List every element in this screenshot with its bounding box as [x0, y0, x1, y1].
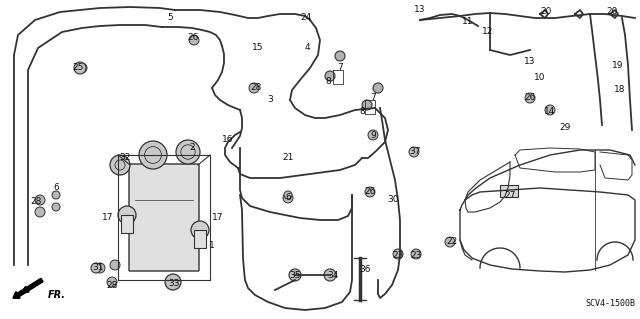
Circle shape [393, 249, 403, 259]
Text: 17: 17 [212, 213, 224, 222]
Text: 30: 30 [387, 196, 399, 204]
Text: 21: 21 [282, 153, 294, 162]
Circle shape [284, 191, 292, 199]
Text: 28: 28 [250, 84, 262, 93]
Text: 27: 27 [504, 190, 516, 199]
Circle shape [362, 100, 372, 110]
Text: 20: 20 [540, 8, 552, 17]
Circle shape [110, 155, 130, 175]
Text: 14: 14 [544, 108, 556, 116]
Text: 28: 28 [30, 197, 42, 206]
Circle shape [445, 237, 455, 247]
Text: 26: 26 [524, 93, 536, 102]
Text: 10: 10 [534, 73, 546, 83]
Text: 26: 26 [364, 188, 376, 197]
Text: 18: 18 [614, 85, 626, 94]
Circle shape [107, 277, 117, 287]
Text: 7: 7 [337, 63, 343, 72]
Text: 6: 6 [285, 194, 291, 203]
Text: 28: 28 [106, 280, 118, 290]
FancyBboxPatch shape [129, 164, 199, 271]
Text: 31: 31 [92, 263, 104, 272]
Circle shape [176, 140, 200, 164]
Text: 33: 33 [168, 278, 180, 287]
Circle shape [74, 62, 86, 74]
Circle shape [411, 249, 421, 259]
Text: 35: 35 [289, 271, 301, 279]
Text: 19: 19 [612, 61, 624, 70]
Bar [500, 185, 518, 197]
Circle shape [289, 269, 301, 281]
Text: 36: 36 [359, 265, 371, 275]
Text: 8: 8 [359, 108, 365, 116]
Text: 11: 11 [462, 18, 474, 26]
Text: 9: 9 [370, 130, 376, 139]
Text: 8: 8 [325, 78, 331, 86]
Text: 26: 26 [188, 33, 198, 42]
Text: 13: 13 [524, 57, 536, 66]
Circle shape [35, 207, 45, 217]
Text: 12: 12 [483, 27, 493, 36]
Circle shape [91, 263, 101, 273]
Text: 3: 3 [267, 95, 273, 105]
Text: 23: 23 [392, 250, 404, 259]
Circle shape [373, 83, 383, 93]
Circle shape [409, 147, 419, 157]
Circle shape [95, 263, 105, 273]
Text: SCV4-1500B: SCV4-1500B [585, 299, 635, 308]
Text: 5: 5 [167, 13, 173, 23]
Text: 6: 6 [53, 183, 59, 192]
Text: 4: 4 [304, 43, 310, 53]
Text: 24: 24 [300, 13, 312, 23]
Circle shape [368, 130, 378, 140]
Circle shape [118, 206, 136, 224]
Circle shape [324, 269, 336, 281]
Circle shape [165, 274, 181, 290]
Text: FR.: FR. [48, 290, 66, 300]
Circle shape [335, 51, 345, 61]
Text: 23: 23 [410, 250, 422, 259]
Circle shape [249, 83, 259, 93]
Text: 34: 34 [327, 271, 339, 279]
Circle shape [325, 71, 335, 81]
Circle shape [545, 105, 555, 115]
Text: 22: 22 [446, 238, 458, 247]
Text: 29: 29 [559, 123, 571, 132]
Circle shape [189, 35, 199, 45]
FancyArrow shape [13, 278, 43, 298]
Circle shape [110, 260, 120, 270]
Text: 17: 17 [102, 213, 114, 222]
Text: 1: 1 [209, 241, 215, 249]
Circle shape [35, 195, 45, 205]
Text: 2: 2 [189, 144, 195, 152]
Text: 7: 7 [370, 93, 376, 102]
Circle shape [52, 191, 60, 199]
Circle shape [525, 93, 535, 103]
Text: 20: 20 [606, 8, 618, 17]
Circle shape [191, 221, 209, 239]
Circle shape [77, 63, 87, 73]
Text: 13: 13 [414, 5, 426, 14]
Bar [121, 215, 133, 233]
Circle shape [365, 187, 375, 197]
Text: 15: 15 [252, 43, 264, 53]
Circle shape [139, 141, 167, 169]
Text: 25: 25 [72, 63, 84, 72]
Text: 32: 32 [119, 153, 131, 162]
Circle shape [283, 193, 293, 203]
Text: 37: 37 [409, 147, 420, 157]
Circle shape [52, 203, 60, 211]
Bar [194, 230, 206, 248]
Text: 16: 16 [222, 136, 234, 145]
